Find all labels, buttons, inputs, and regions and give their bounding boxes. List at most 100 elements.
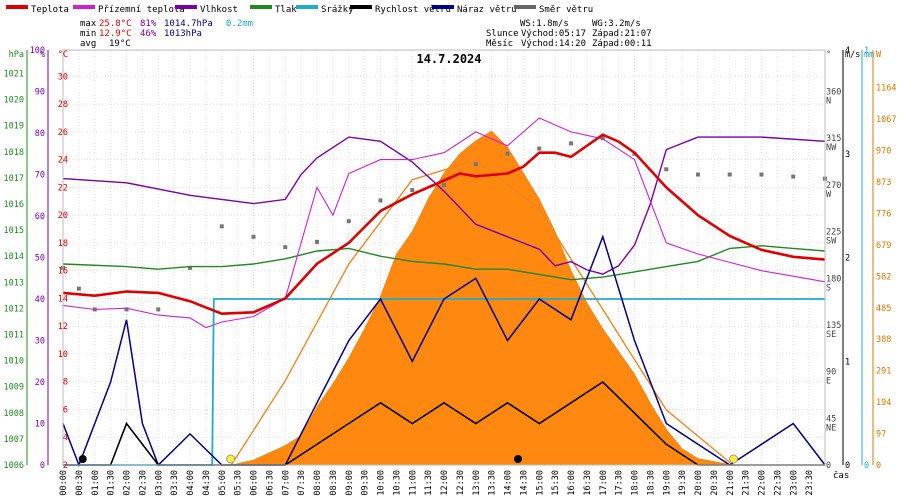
x-tick-label: 13:00	[472, 470, 482, 496]
w-axis-tick: 291	[876, 367, 891, 377]
w-axis-tick: 97	[876, 430, 886, 440]
humidity-line	[62, 136, 826, 275]
wind-dir-point	[346, 219, 351, 224]
hpa-axis-tick: 1019	[4, 122, 24, 132]
stat-temp-avg: 19°C	[109, 39, 131, 49]
x-tick-label: 12:30	[456, 470, 466, 496]
deg-axis-tick: 225	[826, 228, 841, 238]
x-tick-label: 15:30	[551, 470, 561, 496]
legend-label: Srážky	[321, 5, 354, 15]
pct-axis-tick: 60	[35, 212, 45, 222]
wind-gust-line	[62, 234, 826, 468]
wind-dir-point	[664, 167, 669, 172]
x-tick-label: 06:30	[265, 470, 275, 496]
legend-label: Směr větru	[539, 5, 593, 15]
pct-axis-tick: 70	[35, 171, 45, 181]
x-tick-label: 16:00	[567, 470, 577, 496]
x-tick-label: 01:30	[107, 470, 117, 496]
temperature-line	[62, 133, 826, 316]
wind-dir-point	[315, 239, 319, 244]
x-tick-label: 23:30	[805, 470, 815, 496]
deg-axis-tick: 135	[826, 321, 841, 331]
x-tick-label: 03:30	[170, 470, 180, 496]
celsius-axis-tick: 12	[58, 322, 68, 332]
pct-axis-label: %	[40, 50, 45, 60]
pressure-line	[62, 245, 826, 281]
x-tick-label: 04:00	[186, 470, 196, 496]
pct-axis-tick: 80	[35, 129, 45, 139]
ms-axis-tick: 0	[845, 461, 850, 471]
celsius-axis-tick: 24	[58, 156, 68, 166]
hpa-axis-tick: 1012	[4, 304, 24, 314]
stat-sun-rise: Východ:05:17	[521, 29, 586, 39]
x-tick-label: 20:00	[694, 470, 704, 496]
wind-dir-point	[410, 188, 415, 193]
hpa-axis-tick: 1014	[4, 252, 24, 262]
celsius-axis-tick: 8	[63, 378, 68, 388]
legend-label: Náraz větru	[457, 5, 517, 15]
legend-label: Tlak	[275, 5, 297, 15]
x-tick-label: 17:00	[599, 470, 609, 496]
stat-wg: WG:3.2m/s	[592, 19, 641, 29]
deg-axis-dir: SE	[826, 330, 836, 340]
w-axis-tick: 1164	[876, 84, 896, 94]
stat-press-min: 1013hPa	[164, 29, 202, 39]
legend-swatch	[175, 5, 197, 9]
w-axis-tick: 1067	[876, 115, 896, 125]
wind-dir-point	[696, 172, 700, 177]
wind-dir-point	[791, 174, 796, 179]
wind-dir-point	[727, 172, 732, 177]
solar-theoretical-line	[230, 159, 734, 466]
hpa-axis-tick: 1011	[4, 330, 24, 340]
deg-axis-dir: NW	[826, 143, 837, 153]
deg-axis-dir: S	[826, 283, 831, 293]
celsius-axis-tick: 18	[58, 239, 68, 249]
x-tick-label: 09:30	[361, 470, 371, 496]
legend-label: Vlhkost	[200, 5, 238, 15]
stat-moon-rise: Východ:14:20	[521, 39, 586, 49]
deg-axis-tick: 0	[826, 461, 831, 471]
wind-dir-point	[759, 172, 764, 177]
celsius-axis-tick: 16	[58, 267, 68, 277]
legend-label: Rychlost větru	[375, 5, 451, 15]
deg-axis-tick: 180	[826, 274, 841, 284]
w-axis-tick: 970	[876, 147, 891, 157]
x-tick-label: 20:30	[710, 470, 720, 496]
stat-sun-label: Slunce	[486, 29, 519, 39]
w-axis-tick: 388	[876, 335, 891, 345]
celsius-axis-tick: 2	[63, 461, 68, 471]
pct-axis-tick: 40	[35, 295, 45, 305]
pct-axis-tick: 50	[35, 254, 45, 264]
x-tick-label: 13:30	[488, 470, 498, 496]
hpa-axis-tick: 1017	[4, 174, 24, 184]
hpa-axis-label: hPa	[9, 50, 24, 60]
pct-axis-tick: 10	[35, 420, 45, 430]
legend-swatch	[6, 5, 28, 9]
pct-axis-tick: 100	[30, 46, 45, 56]
stat-avg-label: avg	[80, 39, 96, 49]
wind-dir-point	[600, 136, 605, 141]
x-tick-label: 16:30	[583, 470, 593, 496]
hpa-axis-tick: 1009	[4, 383, 24, 393]
ms-axis-tick: 3	[845, 150, 850, 160]
deg-axis-tick: 45	[826, 414, 836, 424]
axes-layer: 00:00 00:30 01:00 01:30 02:00 02:30 03:00 03:30…	[4, 46, 897, 496]
chart-title: 14.7.2024	[416, 52, 481, 66]
x-tick-label: 00:00	[59, 470, 69, 496]
x-tick-label: 02:00	[123, 470, 133, 496]
deg-axis-dir: W	[826, 190, 832, 200]
x-tick-label: 05:00	[218, 470, 228, 496]
pct-axis-tick: 90	[35, 88, 45, 98]
pct-axis-tick: 20	[35, 378, 45, 388]
deg-axis-tick: 90	[826, 368, 836, 378]
deg-axis-dir: E	[826, 377, 831, 387]
stat-temp-max: 25.8°C	[99, 19, 132, 29]
x-tick-label: 19:30	[678, 470, 688, 496]
legend-swatch	[250, 5, 272, 9]
legend-label: Přízemní teplota	[98, 5, 185, 15]
pct-axis-tick: 0	[40, 461, 45, 471]
wind-dir-point	[156, 307, 161, 312]
x-tick-label: 08:00	[313, 470, 323, 496]
plot-frame	[62, 49, 826, 466]
w-axis-label: W	[876, 50, 882, 60]
